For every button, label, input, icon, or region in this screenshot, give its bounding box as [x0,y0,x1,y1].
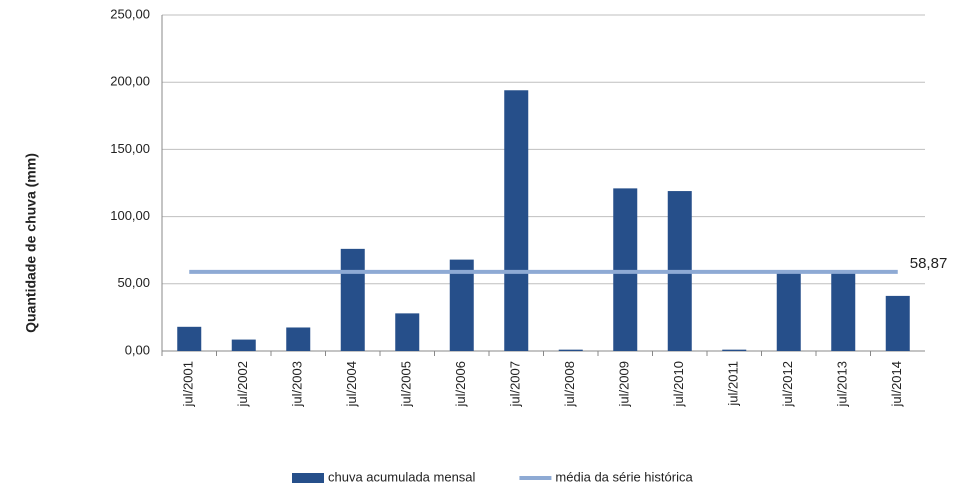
bar [613,188,638,351]
y-tick-label: 0,00 [125,342,150,357]
y-axis-label: Quantidade de chuva (mm) [23,153,39,333]
bar [449,259,474,351]
x-tick-label: jul/2005 [399,361,414,408]
x-tick-label: jul/2010 [671,361,686,408]
x-tick-label: jul/2012 [780,361,795,408]
x-tick-label: jul/2006 [453,361,468,408]
bar [558,349,583,351]
x-tick-label: jul/2007 [508,361,523,408]
y-tick-label: 150,00 [110,141,150,156]
x-tick-label: jul/2013 [835,361,850,408]
bar [776,271,801,351]
bar [722,349,747,351]
x-tick-label: jul/2004 [344,361,359,408]
legend-swatch [292,473,324,483]
x-tick-label: jul/2009 [617,361,632,408]
x-tick-label: jul/2014 [889,361,904,408]
x-tick-label: jul/2003 [290,361,305,408]
legend-label: chuva acumulada mensal [328,469,476,484]
bar [395,313,420,351]
y-tick-label: 100,00 [110,208,150,223]
bar [286,327,311,351]
bar [885,295,910,351]
bar [831,271,856,351]
bar [504,90,529,351]
x-tick-label: jul/2011 [726,361,741,407]
x-tick-label: jul/2001 [181,361,196,408]
y-tick-label: 250,00 [110,6,150,21]
legend-label: média da série histórica [555,469,693,484]
x-tick-label: jul/2002 [235,361,250,408]
bar [231,339,256,351]
data-label: 58,87 [910,255,948,272]
x-tick-label: jul/2008 [562,361,577,408]
y-tick-label: 50,00 [117,275,150,290]
bar [177,326,202,351]
y-tick-label: 200,00 [110,74,150,89]
bar [340,248,365,351]
